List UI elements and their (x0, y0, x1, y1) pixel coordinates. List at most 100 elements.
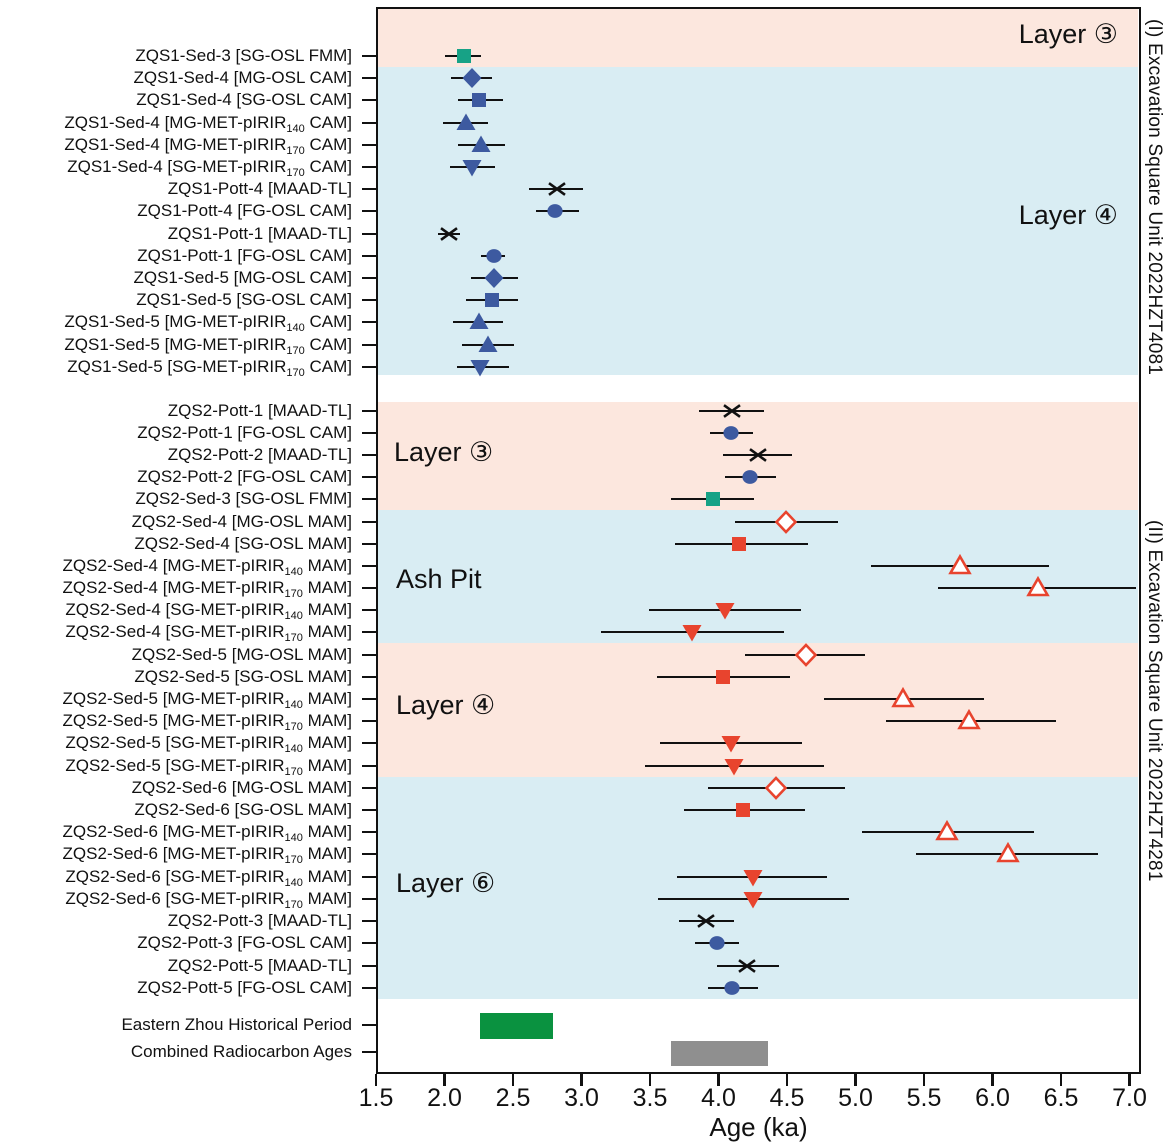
row-label: ZQS1-Sed-4 [MG-MET-pIRIR170 CAM] (64, 135, 352, 157)
x-axis-tick (580, 1074, 583, 1086)
data-point-circle (730, 463, 770, 491)
row-axis-tick (362, 1050, 376, 1054)
row-axis-tick (362, 919, 376, 923)
x-axis-tick (648, 1074, 652, 1086)
row-axis-tick (362, 320, 376, 324)
row-label: ZQS2-Sed-4 [MG-MET-pIRIR170 MAM] (62, 578, 352, 600)
data-point-open-triangle-up (940, 552, 980, 580)
row-label: ZQS2-Sed-6 [MG-OSL MAM] (131, 778, 352, 797)
row-label: ZQS1-Pott-1 [MAAD-TL] (167, 224, 352, 243)
data-point-circle (697, 929, 737, 957)
data-point-triangle-down (460, 353, 500, 381)
row-axis-tick (362, 254, 376, 258)
row-label: ZQS1-Sed-4 [SG-OSL CAM] (136, 90, 352, 109)
row-axis-tick (362, 431, 376, 435)
row-axis-tick (362, 232, 376, 236)
data-point-square (444, 42, 484, 70)
row-label: ZQS2-Sed-4 [MG-MET-pIRIR140 MAM] (62, 556, 352, 578)
x-axis-title: Age (ka) (709, 1112, 808, 1142)
row-label: ZQS2-Pott-5 [FG-OSL CAM] (137, 978, 352, 997)
row-axis-tick (362, 343, 376, 347)
row-axis-tick (362, 986, 376, 990)
reference-bar-1 (670, 1041, 768, 1066)
data-point-circle (474, 242, 514, 270)
row-label: ZQS2-Sed-3 [SG-OSL FMM] (135, 489, 352, 508)
data-point-open-triangle-up (883, 685, 923, 713)
data-point-square (723, 796, 763, 824)
row-axis-tick (362, 276, 376, 280)
data-point-open-triangle-up (1018, 574, 1058, 602)
layer-band-layer6-II (378, 777, 1138, 999)
row-label: ZQS1-Sed-5 [MG-MET-pIRIR170 CAM] (64, 335, 352, 357)
row-label: ZQS2-Pott-3 [MAAD-TL] (167, 911, 352, 930)
data-point-square (459, 86, 499, 114)
row-axis-tick (362, 675, 376, 679)
data-point-circle (712, 974, 752, 1002)
row-axis-tick (362, 830, 376, 834)
row-axis-tick (362, 586, 376, 590)
row-axis-tick (362, 409, 376, 413)
data-point-square (703, 663, 743, 691)
row-label: ZQS2-Sed-4 [SG-MET-pIRIR140 MAM] (65, 600, 352, 622)
data-point-triangle-down (733, 885, 773, 913)
row-axis-tick (362, 542, 376, 546)
x-axis-tick-label: 6.5 (1043, 1084, 1079, 1112)
data-point-triangle-down (714, 752, 754, 780)
row-label: ZQS2-Pott-1 [FG-OSL CAM] (137, 423, 352, 442)
row-axis-tick (362, 875, 376, 879)
row-label: ZQS2-Sed-5 [MG-MET-pIRIR140 MAM] (62, 689, 352, 711)
row-axis-tick (362, 719, 376, 723)
row-axis-tick (362, 209, 376, 213)
row-axis-tick (362, 165, 376, 169)
row-axis-tick (362, 121, 376, 125)
layer-band-layer4-II (378, 643, 1138, 777)
reference-bar-0 (480, 1013, 553, 1039)
row-axis-tick (362, 365, 376, 369)
data-point-x (537, 175, 577, 203)
row-axis-tick (362, 520, 376, 524)
row-axis-tick (362, 143, 376, 147)
x-axis-tick-label: 4.0 (701, 1084, 736, 1112)
row-label: ZQS1-Sed-5 [MG-OSL CAM] (133, 268, 352, 287)
row-label: ZQS2-Sed-5 [SG-MET-pIRIR140 MAM] (65, 733, 352, 755)
row-label: ZQS2-Sed-6 [SG-MET-pIRIR170 MAM] (65, 889, 352, 911)
annotation-4: Layer ④ (396, 690, 496, 720)
row-label: ZQS2-Sed-5 [SG-OSL MAM] (134, 667, 352, 686)
row-label: ZQS2-Sed-6 [SG-MET-pIRIR140 MAM] (65, 867, 352, 889)
data-point-square (719, 530, 759, 558)
x-axis-tick (922, 1074, 926, 1086)
data-point-triangle-up (459, 308, 499, 336)
row-label: ZQS2-Sed-4 [MG-OSL MAM] (131, 512, 352, 531)
x-axis-tick (1128, 1074, 1131, 1086)
data-point-x (429, 220, 469, 248)
data-point-open-triangle-up (949, 707, 989, 735)
row-label: ZQS1-Sed-4 [MG-MET-pIRIR140 CAM] (64, 113, 352, 135)
row-axis-tick (362, 187, 376, 191)
data-point-triangle-up (468, 331, 508, 359)
row-axis-tick (362, 852, 376, 856)
row-label: ZQS2-Pott-1 [MAAD-TL] (167, 401, 352, 420)
x-axis-tick (785, 1074, 789, 1086)
data-point-triangle-up (461, 131, 501, 159)
data-point-open-diamond (766, 508, 806, 536)
annotation-1: Layer ④ (1018, 200, 1118, 230)
row-axis-tick (362, 653, 376, 657)
row-axis-tick (362, 608, 376, 612)
data-point-triangle-down (452, 153, 492, 181)
row-label: ZQS1-Sed-4 [SG-MET-pIRIR170 CAM] (67, 157, 352, 179)
reference-bar-label: Eastern Zhou Historical Period (121, 1015, 352, 1034)
data-point-open-triangle-up (927, 818, 967, 846)
data-point-triangle-up (446, 109, 486, 137)
row-label: ZQS1-Sed-5 [SG-MET-pIRIR170 CAM] (67, 357, 352, 379)
data-point-open-diamond (786, 641, 826, 669)
row-label: ZQS1-Sed-3 [SG-OSL FMM] (135, 46, 352, 65)
data-point-square (472, 286, 512, 314)
row-label: ZQS1-Sed-5 [SG-OSL CAM] (136, 290, 352, 309)
row-axis-tick (362, 786, 376, 790)
annotation-2: Layer ③ (394, 437, 494, 467)
data-point-open-triangle-up (988, 840, 1028, 868)
row-axis-tick (362, 475, 376, 479)
x-axis-tick (1059, 1074, 1063, 1086)
x-axis-tick-label: 5.5 (906, 1084, 942, 1112)
row-axis-tick (362, 630, 376, 634)
